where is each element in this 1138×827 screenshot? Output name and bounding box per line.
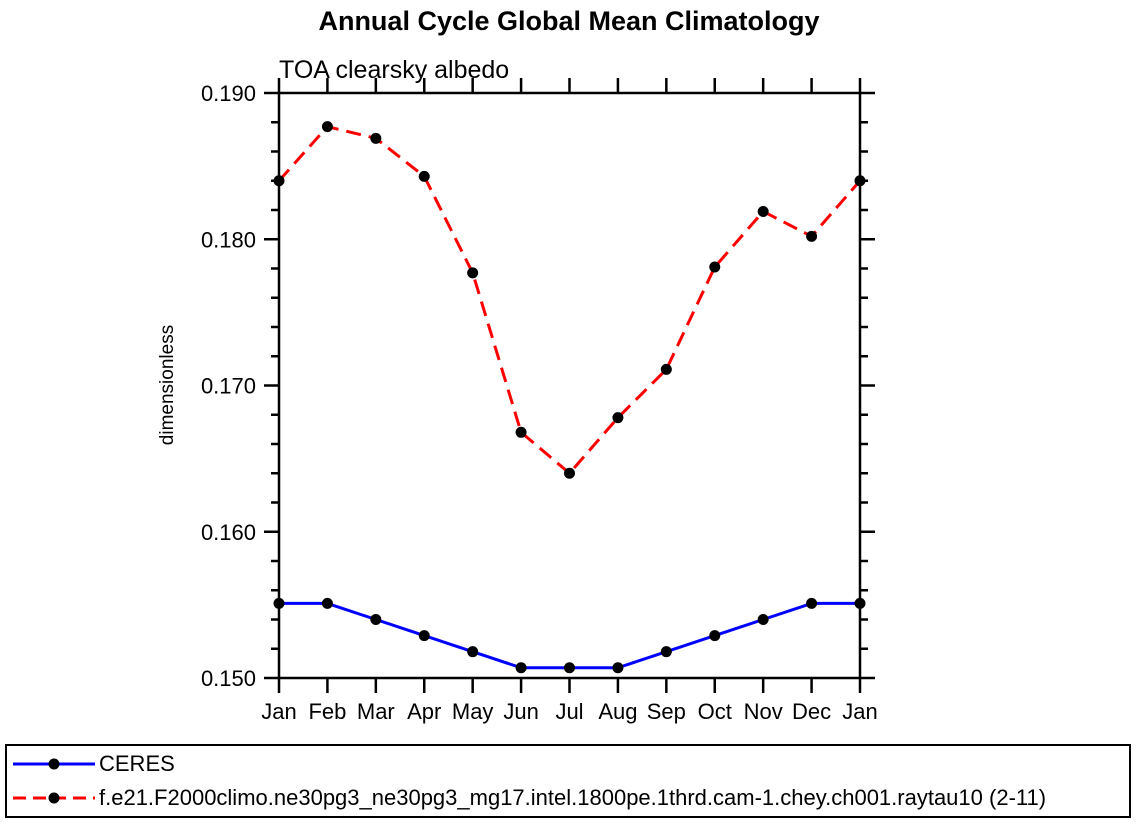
data-point-marker: [370, 132, 382, 144]
data-point-marker: [321, 597, 333, 609]
model-line-sample-icon: [13, 792, 95, 804]
data-point-marker: [321, 121, 333, 133]
data-point-marker: [418, 630, 430, 642]
x-tick-label: Dec: [792, 699, 831, 724]
legend-item-model: f.e21.F2000climo.ne30pg3_ne30pg3_mg17.in…: [10, 785, 1046, 811]
x-tick-label: Jan: [842, 699, 877, 724]
axes: [264, 78, 875, 693]
x-tick-label: Mar: [357, 699, 395, 724]
data-point-marker: [273, 597, 285, 609]
legend-box: CERES f.e21.F2000climo.ne30pg3_ne30pg3_m…: [5, 744, 1131, 818]
data-point-marker: [757, 205, 769, 217]
data-point-marker: [854, 597, 866, 609]
chart-subtitle: TOA clearsky albedo: [279, 56, 510, 84]
ceres-line-sample-icon: [13, 758, 95, 770]
y-tick-label: 0.190: [201, 81, 256, 106]
data-point-marker: [709, 630, 721, 642]
data-point-marker: [854, 175, 866, 187]
y-tick-label: 0.180: [201, 227, 256, 252]
data-point-marker: [515, 662, 527, 674]
y-tick-label: 0.160: [201, 520, 256, 545]
data-point-marker: [273, 175, 285, 187]
data-point-marker: [370, 614, 382, 625]
data-point-marker: [515, 426, 527, 438]
legend-marker-icon: [48, 792, 60, 804]
x-tick-label: Nov: [744, 699, 783, 724]
x-tick-label: Feb: [308, 699, 346, 724]
legend-marker-icon: [48, 758, 60, 770]
chart-title: Annual Cycle Global Mean Climatology: [318, 6, 820, 36]
x-tick-label: Sep: [647, 699, 686, 724]
plot-frame: [277, 91, 862, 680]
x-tick-label: Aug: [598, 699, 637, 724]
x-tick-label: Jul: [555, 699, 583, 724]
x-tick-labels: Jan Feb Mar Apr May Jun Jul Aug Sep Oct Nov Dec Jan: [261, 699, 877, 724]
x-tick-label: Oct: [698, 699, 732, 724]
x-tick-label: Jun: [503, 699, 538, 724]
data-point-marker: [660, 646, 672, 658]
series-line-model: [277, 125, 862, 475]
data-point-marker: [757, 614, 769, 625]
plot-area: Jan Feb Mar Apr May Jun Jul Aug Sep Oct Nov Dec Jan0…: [201, 78, 878, 724]
y-tick-labels: 0.150 0.160 0.170 0.180 0.190: [201, 81, 256, 691]
legend-item-ceres: CERES: [10, 751, 175, 777]
data-point-marker: [612, 662, 624, 674]
x-tick-label: Jan: [261, 699, 296, 724]
y-tick-label: 0.150: [201, 666, 256, 691]
data-point-marker: [806, 597, 818, 609]
data-point-marker: [660, 363, 672, 375]
series-line-ceres: [279, 601, 860, 670]
data-point-marker: [612, 412, 624, 424]
data-point-marker: [709, 261, 721, 273]
data-point-marker: [467, 646, 479, 658]
legend-label-ceres: CERES: [99, 751, 175, 776]
y-tick-label: 0.170: [201, 374, 256, 399]
data-point-marker: [806, 230, 818, 242]
data-point-marker: [467, 267, 479, 279]
series-markers-model: [273, 121, 866, 479]
data-point-marker: [418, 170, 430, 182]
legend-label-model: f.e21.F2000climo.ne30pg3_ne30pg3_mg17.in…: [99, 785, 1047, 810]
data-point-marker: [564, 662, 575, 674]
data-point-marker: [564, 467, 575, 479]
series-markers-ceres: [273, 597, 866, 674]
x-tick-label: Apr: [407, 699, 441, 724]
x-tick-label: May: [452, 699, 494, 724]
